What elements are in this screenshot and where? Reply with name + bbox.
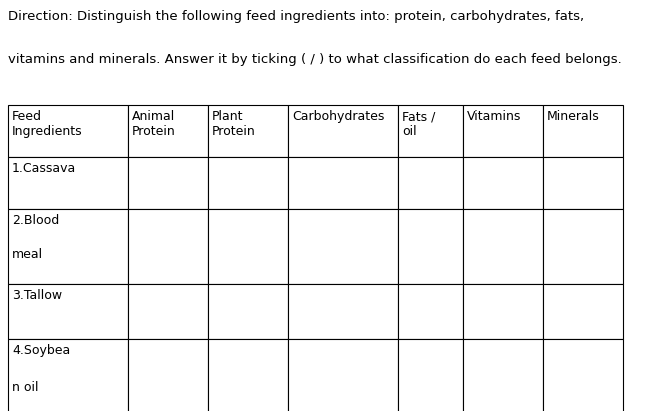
Text: Fats /
oil: Fats / oil	[402, 110, 435, 138]
Bar	[208, 105, 288, 157]
Bar	[128, 284, 208, 339]
Text: meal: meal	[12, 248, 43, 261]
Bar	[208, 339, 288, 411]
Bar	[398, 157, 463, 209]
Bar	[288, 339, 398, 411]
Text: 1.Cassava: 1.Cassava	[12, 162, 76, 175]
Bar	[543, 339, 623, 411]
Text: Vitamins: Vitamins	[467, 110, 521, 123]
Bar	[543, 209, 623, 284]
Text: Carbohydrates: Carbohydrates	[292, 110, 384, 123]
Text: Minerals: Minerals	[547, 110, 600, 123]
Bar	[128, 339, 208, 411]
Bar	[128, 157, 208, 209]
Bar	[288, 157, 398, 209]
Bar	[8, 339, 128, 411]
Bar	[463, 339, 543, 411]
Bar	[8, 209, 128, 284]
Text: vitamins and minerals. Answer it by ticking ( / ) to what classification do each: vitamins and minerals. Answer it by tick…	[8, 53, 622, 66]
Text: n oil: n oil	[12, 381, 38, 394]
Bar	[208, 284, 288, 339]
Bar	[208, 157, 288, 209]
Bar	[128, 209, 208, 284]
Text: 2.Blood: 2.Blood	[12, 214, 59, 227]
Bar	[398, 284, 463, 339]
Bar	[288, 284, 398, 339]
Text: Feed
Ingredients: Feed Ingredients	[12, 110, 82, 138]
Text: Plant
Protein: Plant Protein	[212, 110, 256, 138]
Bar	[398, 209, 463, 284]
Bar	[8, 105, 128, 157]
Text: Animal
Protein: Animal Protein	[132, 110, 176, 138]
Bar	[8, 284, 128, 339]
Bar	[463, 209, 543, 284]
Bar	[128, 105, 208, 157]
Bar	[208, 209, 288, 284]
Text: Direction: Distinguish the following feed ingredients into: protein, carbohydrat: Direction: Distinguish the following fee…	[8, 10, 584, 23]
Bar	[543, 105, 623, 157]
Bar	[398, 105, 463, 157]
Bar	[543, 157, 623, 209]
Text: 4.Soybea: 4.Soybea	[12, 344, 70, 357]
Bar	[463, 157, 543, 209]
Bar	[398, 339, 463, 411]
Bar	[288, 209, 398, 284]
Bar	[288, 105, 398, 157]
Bar	[543, 284, 623, 339]
Bar	[463, 105, 543, 157]
Bar	[8, 157, 128, 209]
Text: 3.Tallow: 3.Tallow	[12, 289, 62, 302]
Bar	[463, 284, 543, 339]
